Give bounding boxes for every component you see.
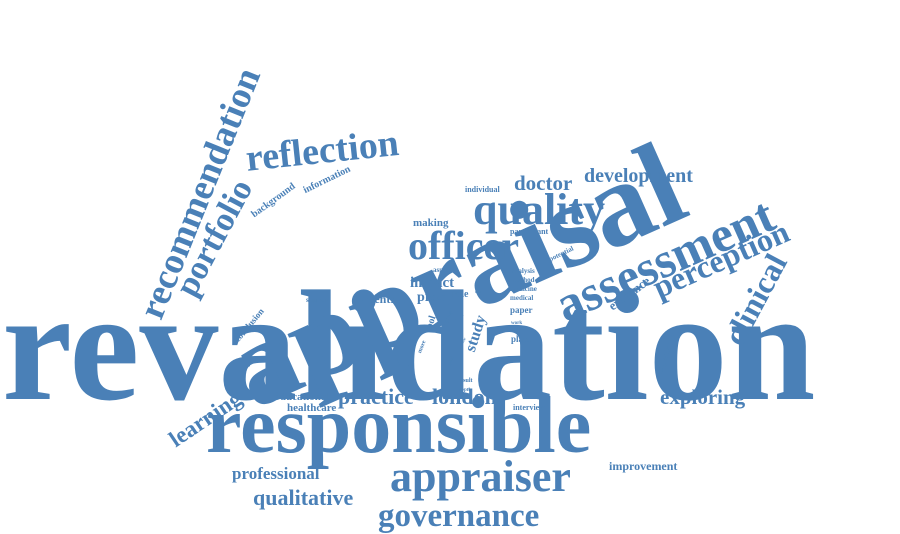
word-responsible: responsible	[206, 382, 592, 470]
word-doctor: doctor	[514, 171, 573, 195]
word-work: work	[511, 321, 523, 326]
word-data: data	[475, 289, 483, 294]
word-support: support	[306, 296, 330, 304]
word-qualitative: qualitative	[253, 485, 354, 510]
word-quality: quality	[473, 185, 606, 234]
word-reflection: reflection	[243, 121, 401, 180]
word-result: result	[458, 378, 473, 384]
word-participant: participant	[510, 227, 549, 236]
word-impact: impact	[410, 275, 455, 291]
word-improvement: improvement	[609, 459, 678, 473]
word-revalidation: revalidation	[2, 259, 816, 434]
word-medical: medical	[510, 294, 534, 302]
word-healthcare: healthcare	[287, 402, 337, 414]
word-interview: interview	[513, 403, 545, 412]
word-aspect: aspect	[433, 266, 452, 274]
word-development: development	[584, 165, 693, 187]
word-officer: officer	[408, 223, 520, 268]
word-paper: paper	[510, 305, 533, 315]
word-medicine: medicine	[510, 285, 537, 293]
word-professional: professional	[232, 464, 320, 483]
word-individual: individual	[465, 185, 500, 194]
word-practice: practice	[338, 384, 414, 409]
word-educational: educational	[275, 391, 330, 403]
word-proc: proc	[417, 290, 444, 305]
word-exploring: exploring	[660, 385, 746, 409]
word-making: making	[413, 217, 449, 229]
word-place: place	[511, 334, 531, 344]
word-analysis: analysis	[511, 267, 535, 275]
word-role: role	[452, 289, 469, 300]
word-appraiser: appraiser	[390, 452, 571, 501]
word-london: london	[432, 384, 497, 409]
word-background: background	[249, 180, 298, 221]
word-central: central	[369, 292, 405, 306]
word-method: method	[512, 276, 535, 284]
word-governance: governance	[378, 498, 540, 534]
word-depth: depth	[459, 388, 472, 393]
